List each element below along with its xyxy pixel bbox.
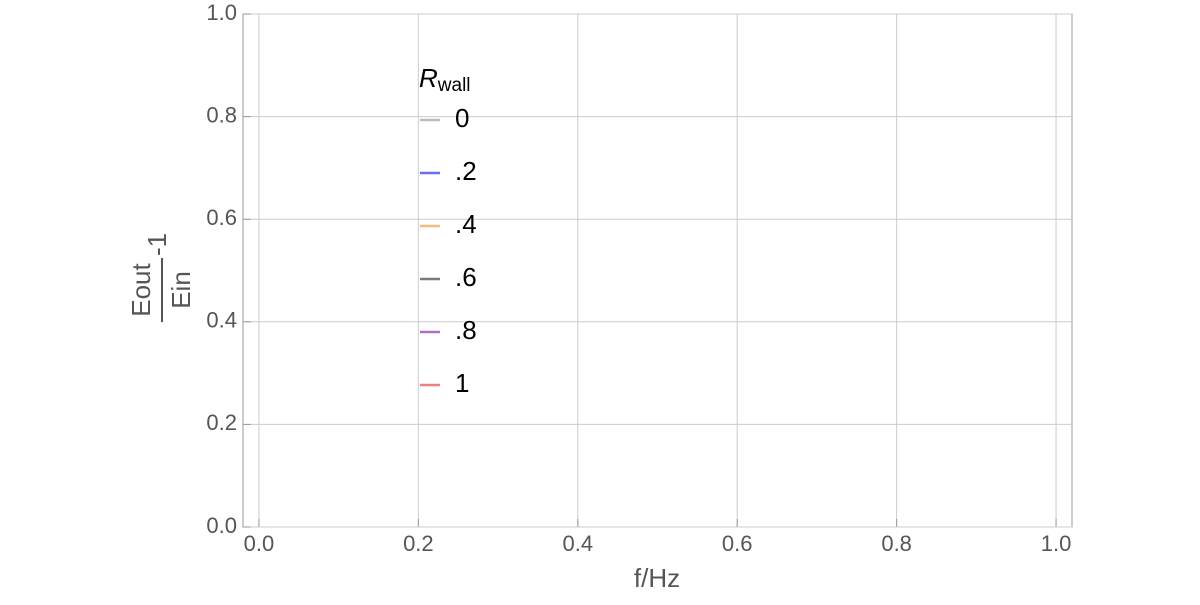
x-tick-label: 0.2 <box>403 531 434 556</box>
y-tick-label: 1.0 <box>206 0 237 25</box>
plot-frame <box>242 13 1073 528</box>
y-label-denominator: Ein <box>166 271 196 309</box>
legend-label: .2 <box>455 156 477 186</box>
legend-subscript: wall <box>437 75 471 96</box>
legend-label: 0 <box>455 103 469 133</box>
x-tick-label: 0.6 <box>722 531 753 556</box>
y-tick-label: 0.6 <box>206 205 237 230</box>
x-tick-label: 1.0 <box>1041 531 1072 556</box>
y-tick-label: 0.0 <box>206 513 237 538</box>
y-axis-label: Eout Ein -1 <box>126 233 196 322</box>
y-tick-label: 0.8 <box>206 102 237 127</box>
legend-label: .8 <box>455 315 477 345</box>
x-tick-label: 0.0 <box>244 531 275 556</box>
legend-label: .6 <box>455 262 477 292</box>
y-tick-label: 0.2 <box>206 410 237 435</box>
legend-label: .4 <box>455 209 477 239</box>
legend-symbol: R <box>419 63 438 93</box>
x-axis-label: f/Hz <box>634 563 680 593</box>
x-tick-label: 0.4 <box>562 531 593 556</box>
y-label-numerator: Eout <box>126 262 156 316</box>
y-tick-label: 0.4 <box>206 308 237 333</box>
legend-title: Rwall <box>419 63 471 96</box>
x-tick-label: 0.8 <box>881 531 912 556</box>
y-label-suffix: -1 <box>142 233 172 256</box>
legend-label: 1 <box>455 368 469 398</box>
